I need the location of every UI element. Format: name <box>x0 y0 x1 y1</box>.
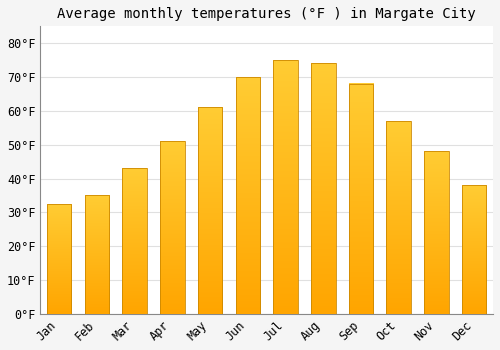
Bar <box>311 63 336 314</box>
Bar <box>424 152 448 314</box>
Bar <box>386 121 411 314</box>
Bar <box>462 185 486 314</box>
Title: Average monthly temperatures (°F ) in Margate City: Average monthly temperatures (°F ) in Ma… <box>58 7 476 21</box>
Bar <box>236 77 260 314</box>
Bar <box>348 84 374 314</box>
Bar <box>198 107 222 314</box>
Bar <box>274 60 298 314</box>
Bar <box>84 195 109 314</box>
Bar <box>47 204 72 314</box>
Bar <box>122 168 147 314</box>
Bar <box>160 141 184 314</box>
